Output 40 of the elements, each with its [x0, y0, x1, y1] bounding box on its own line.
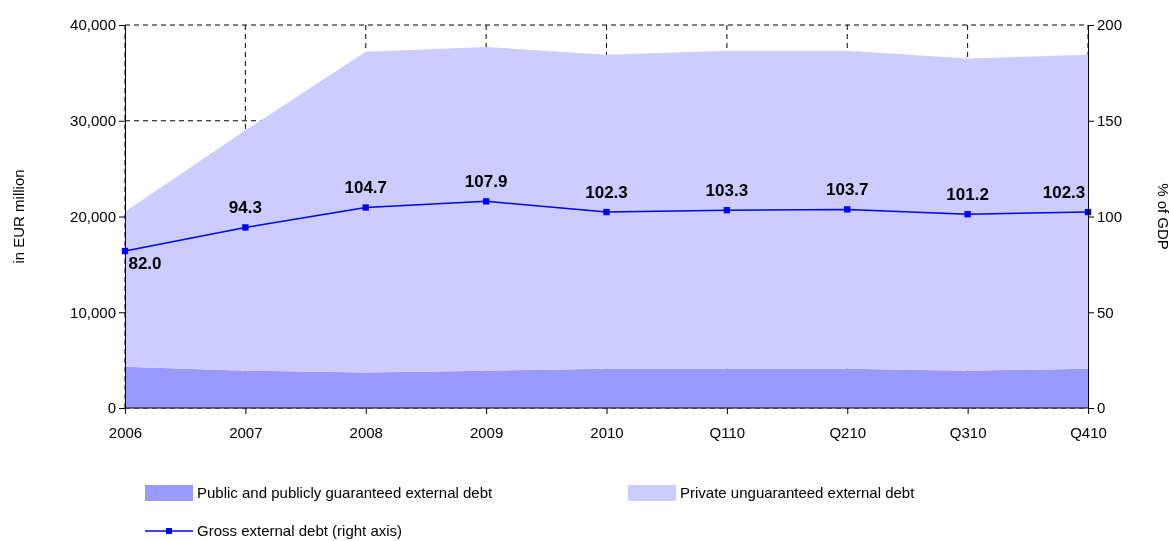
- x-tick-label: Q410: [1070, 424, 1107, 441]
- y-tick-label: 40,000: [70, 16, 116, 34]
- x-tick-label: 2010: [590, 424, 624, 441]
- point: [242, 224, 249, 231]
- data-label: 107.9: [464, 172, 508, 192]
- x-tick-label: Q210: [829, 424, 867, 441]
- legend-label: Private unguaranteed external debt: [680, 484, 916, 501]
- data-label: 103.3: [705, 181, 749, 201]
- legend-label: Gross external debt (right axis): [197, 522, 403, 539]
- point: [964, 211, 971, 218]
- x-tick-label: 2008: [349, 424, 383, 441]
- y-tick-label: 0: [107, 399, 116, 417]
- data-label: 101.2: [946, 185, 989, 205]
- legend-label: Public and publicly guaranteed external debt: [197, 484, 494, 501]
- point: [844, 206, 851, 213]
- x-tick-label: 2006: [108, 424, 143, 441]
- data-label: 82.0: [128, 253, 162, 273]
- data-label: 103.7: [825, 180, 869, 200]
- x-tick-label: 2009: [469, 424, 504, 441]
- y2-tick-label: 200: [1097, 16, 1123, 34]
- point: [723, 207, 731, 214]
- y2-tick-label: 100: [1097, 207, 1123, 225]
- y-tick-label: 30,000: [70, 112, 116, 130]
- y2-tick-label: 50: [1097, 303, 1114, 321]
- x-tick-label: Q310: [949, 424, 987, 441]
- x-tick-label: Q110: [709, 424, 746, 441]
- x-tick-label: 2007: [229, 424, 263, 441]
- y-tick-label: 20,000: [70, 207, 116, 225]
- y2-axis-title: % of GDP: [1155, 183, 1169, 250]
- point: [362, 204, 369, 211]
- data-label: 102.3: [1042, 183, 1086, 203]
- data-label: 94.3: [228, 198, 262, 218]
- y-axis-title: in EUR million: [10, 169, 27, 264]
- y2-tick-label: 0: [1097, 399, 1106, 417]
- data-label: 104.7: [344, 178, 388, 198]
- data-label: 102.3: [585, 183, 628, 203]
- y2-tick-label: 150: [1097, 112, 1123, 130]
- point: [482, 198, 490, 205]
- y-tick-label: 10,000: [70, 303, 116, 321]
- point: [603, 208, 610, 216]
